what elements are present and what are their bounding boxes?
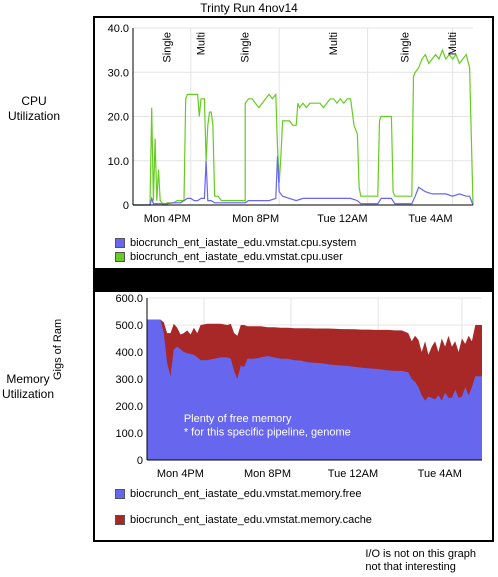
- y-tick-label: 100.0: [115, 428, 143, 440]
- legend-swatch-cpu-system: [115, 238, 125, 248]
- area-series-memory-free: [147, 319, 482, 460]
- x-tick-label: Tue 4AM: [418, 468, 462, 480]
- x-tick-label: Tue 4AM: [408, 213, 452, 225]
- y-tick-label: 600.0: [115, 293, 143, 305]
- x-tick-label: Mon 4PM: [157, 468, 204, 480]
- legend-label-cpu-user: biocrunch_ent_iastate_edu.vmstat.cpu.use…: [130, 251, 343, 263]
- legend-swatch-cpu-user: [115, 252, 125, 262]
- memory-y-axis-label: Gigs of Ram: [52, 318, 64, 380]
- memory-side-label: Memory Utilization: [1, 372, 55, 401]
- cpu-chart: 0 10.0 20.0 30.0 40.0 Mon 4PM Mon 8PM Tue 12AM T…: [108, 23, 474, 225]
- cpu-chart-panel: 0 10.0 20.0 30.0 40.0 Mon 4PM Mon 8PM Tue 12AM T…: [93, 16, 494, 270]
- x-tick-label: Mon 8PM: [244, 468, 291, 480]
- legend-swatch-memory-cache: [115, 515, 125, 525]
- legend-item-memory-free: biocrunch_ent_iastate_edu.vmstat.memory.…: [115, 488, 362, 500]
- legend-label-memory-free: biocrunch_ent_iastate_edu.vmstat.memory.…: [130, 488, 362, 500]
- y-tick-label: 0: [123, 200, 129, 212]
- x-tick-label: Tue 12AM: [328, 468, 378, 480]
- memory-chart: 0 100.0 200.0 300.0 400.0 500.0 600.0 Mon 4PM Mo…: [115, 293, 482, 480]
- y-tick-label: 10.0: [108, 156, 129, 168]
- legend-label-memory-cache: biocrunch_ent_iastate_edu.vmstat.memory.…: [130, 514, 372, 526]
- x-tick-label: Mon 4PM: [144, 213, 191, 225]
- y-tick-label: 300.0: [115, 374, 143, 386]
- y-tick-label: 200.0: [115, 401, 143, 413]
- y-tick-label: 30.0: [108, 67, 129, 79]
- chart-annotation: Plenty of free memory: [184, 413, 292, 425]
- chart-annotation: * for this specific pipeline, genome: [184, 427, 351, 439]
- y-tick-label: 400.0: [115, 347, 143, 359]
- line-series-cpu-system: [133, 156, 474, 206]
- legend-label-cpu-system: biocrunch_ent_iastate_edu.vmstat.cpu.sys…: [130, 237, 357, 249]
- panel-separator: [93, 270, 494, 290]
- phase-annotation: Multi: [195, 32, 207, 55]
- y-tick-label: 40.0: [108, 23, 129, 35]
- legend-item-cpu-user: biocrunch_ent_iastate_edu.vmstat.cpu.use…: [115, 251, 343, 263]
- phase-annotation: Multi: [328, 32, 340, 55]
- x-tick-label: Tue 12AM: [317, 213, 367, 225]
- line-series-cpu-user: [133, 48, 474, 206]
- phase-annotation: Multi: [447, 32, 459, 55]
- phase-annotation: Single: [240, 32, 252, 63]
- legend-swatch-memory-free: [115, 489, 125, 499]
- legend-item-memory-cache: biocrunch_ent_iastate_edu.vmstat.memory.…: [115, 514, 372, 526]
- page-title: Trinty Run 4nov14: [200, 1, 298, 15]
- legend-item-cpu-system: biocrunch_ent_iastate_edu.vmstat.cpu.sys…: [115, 237, 356, 249]
- phase-annotation: Single: [161, 32, 173, 63]
- phase-annotation: Single: [399, 32, 411, 63]
- memory-chart-panel: 0 100.0 200.0 300.0 400.0 500.0 600.0 Mon 4PM Mo…: [93, 290, 494, 542]
- x-tick-label: Mon 8PM: [232, 213, 279, 225]
- y-tick-label: 20.0: [108, 112, 129, 124]
- y-tick-label: 0: [137, 455, 143, 467]
- cpu-side-label: CPU Utilization: [7, 94, 61, 123]
- y-tick-label: 500.0: [115, 320, 143, 332]
- footnote: I/O is not on this graph not that intere…: [365, 548, 476, 573]
